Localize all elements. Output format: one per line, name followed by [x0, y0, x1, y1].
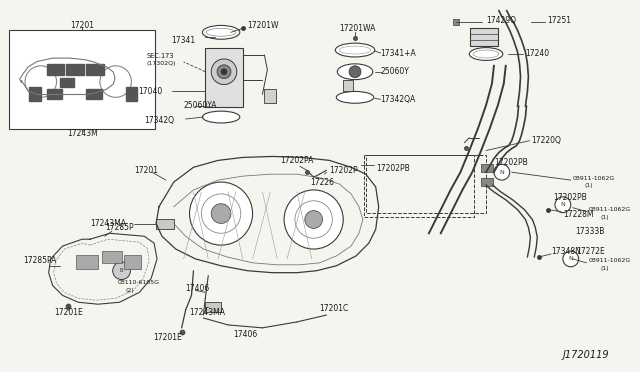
Text: 17341: 17341 — [172, 36, 195, 45]
Circle shape — [284, 190, 343, 249]
Bar — [125, 87, 138, 101]
Text: 17406: 17406 — [186, 284, 210, 293]
Text: 17240: 17240 — [525, 49, 550, 58]
Ellipse shape — [335, 43, 375, 57]
Text: 08911-1062G: 08911-1062G — [589, 259, 631, 263]
Text: 17342QA: 17342QA — [381, 95, 416, 104]
Circle shape — [494, 164, 509, 180]
Bar — [47, 89, 63, 99]
Bar — [67, 64, 84, 75]
Text: 17202PB: 17202PB — [376, 164, 410, 173]
Text: 17202PB: 17202PB — [494, 158, 527, 167]
Text: 08911-1062G: 08911-1062G — [573, 176, 615, 181]
Text: 17429Q: 17429Q — [486, 16, 516, 25]
Bar — [29, 87, 41, 101]
Text: 17201W: 17201W — [248, 21, 279, 30]
Text: 17201WA: 17201WA — [339, 24, 376, 33]
Text: 17333B: 17333B — [575, 227, 604, 236]
Bar — [124, 255, 141, 269]
Circle shape — [211, 59, 237, 84]
Circle shape — [295, 201, 332, 238]
Ellipse shape — [473, 50, 499, 58]
Text: (17302Q): (17302Q) — [146, 61, 176, 66]
Text: 17342Q: 17342Q — [144, 116, 174, 125]
Text: 17201: 17201 — [134, 166, 158, 175]
Bar — [156, 219, 174, 230]
Text: 17226: 17226 — [310, 177, 333, 187]
Text: 17272E: 17272E — [577, 247, 605, 256]
Text: 17202PB: 17202PB — [553, 193, 587, 202]
Text: 17243MA: 17243MA — [90, 219, 127, 228]
Ellipse shape — [202, 111, 240, 123]
Text: J1720119: J1720119 — [563, 350, 609, 360]
Ellipse shape — [206, 28, 236, 36]
Text: 17202PA: 17202PA — [280, 156, 314, 165]
Circle shape — [305, 211, 323, 228]
Circle shape — [211, 204, 231, 224]
Circle shape — [563, 251, 579, 267]
Text: 17285PA: 17285PA — [23, 256, 56, 265]
Ellipse shape — [339, 46, 371, 54]
Text: 17202P: 17202P — [330, 166, 358, 175]
Text: 17228M: 17228M — [563, 210, 593, 219]
Text: 17251: 17251 — [547, 16, 571, 25]
Ellipse shape — [202, 25, 240, 39]
Ellipse shape — [469, 48, 503, 60]
Circle shape — [100, 66, 131, 97]
Bar — [264, 89, 276, 103]
Text: 17040: 17040 — [138, 87, 162, 96]
Bar — [86, 64, 104, 75]
Text: 17285P: 17285P — [105, 223, 134, 232]
Circle shape — [555, 197, 571, 212]
Text: N: N — [568, 256, 573, 262]
Bar — [470, 28, 498, 46]
Text: 17201E: 17201E — [54, 308, 83, 317]
Text: 17201E: 17201E — [154, 333, 182, 342]
Bar — [366, 155, 486, 212]
Circle shape — [202, 194, 241, 233]
Text: N: N — [561, 202, 565, 207]
Ellipse shape — [336, 92, 374, 103]
Text: 25060Y: 25060Y — [381, 67, 410, 76]
Circle shape — [25, 66, 56, 97]
Text: (2): (2) — [125, 288, 134, 293]
Text: (1): (1) — [600, 266, 609, 271]
Text: (1): (1) — [584, 183, 593, 187]
Bar — [9, 31, 155, 129]
Bar — [343, 80, 353, 92]
Circle shape — [221, 69, 227, 75]
Circle shape — [189, 182, 253, 245]
Text: (1): (1) — [600, 215, 609, 220]
Bar — [76, 255, 98, 269]
Text: B: B — [120, 268, 124, 273]
Bar — [86, 89, 102, 99]
Bar — [61, 78, 74, 87]
Text: 08911-1062G: 08911-1062G — [589, 207, 631, 212]
Bar — [481, 164, 493, 172]
Text: 17341+A: 17341+A — [381, 48, 417, 58]
Bar — [481, 178, 493, 186]
Text: 17243M: 17243M — [67, 129, 97, 138]
Circle shape — [217, 65, 231, 78]
Bar — [205, 302, 221, 312]
Text: 17220Q: 17220Q — [531, 136, 561, 145]
Text: 17243MA: 17243MA — [189, 308, 225, 317]
Text: 17201C: 17201C — [319, 304, 349, 312]
Circle shape — [349, 66, 361, 78]
Ellipse shape — [337, 64, 372, 80]
Bar — [364, 155, 474, 217]
Text: 17348N: 17348N — [551, 247, 581, 256]
Text: 17201: 17201 — [70, 21, 94, 30]
Bar — [102, 251, 122, 263]
Text: SEC.173: SEC.173 — [146, 53, 173, 59]
Bar — [205, 48, 243, 107]
Text: 17406: 17406 — [233, 330, 257, 339]
Circle shape — [113, 262, 131, 280]
Text: N: N — [499, 170, 504, 175]
Text: 25060YA: 25060YA — [184, 101, 217, 110]
Bar — [47, 64, 65, 75]
Text: 08110-6105G: 08110-6105G — [118, 280, 159, 285]
